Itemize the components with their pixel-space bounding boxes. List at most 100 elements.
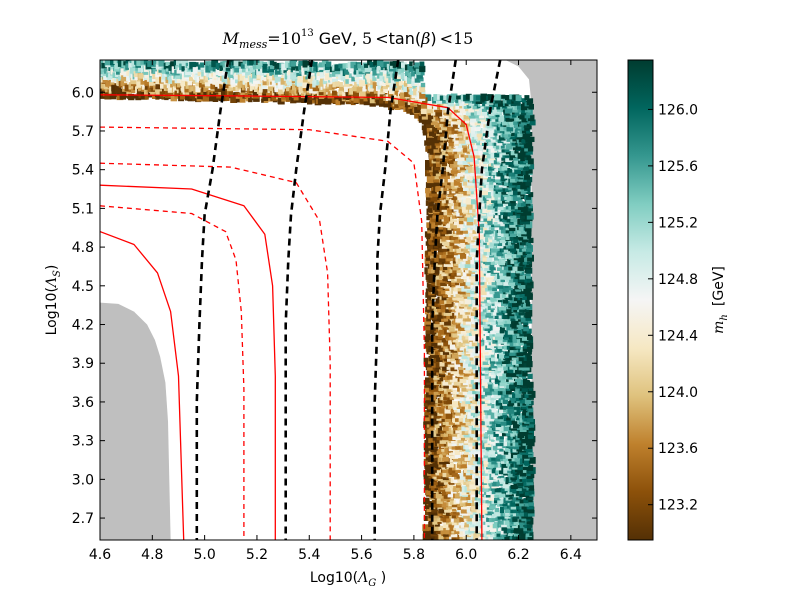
scatter-point — [439, 328, 447, 335]
scatter-point — [483, 335, 488, 340]
scatter-point — [473, 158, 479, 165]
scatter-point — [512, 332, 520, 340]
scatter-point — [423, 357, 431, 365]
scatter-point — [492, 286, 497, 292]
scatter-point — [110, 80, 115, 85]
scatter-point — [473, 485, 480, 492]
scatter-point — [488, 161, 493, 167]
scatter-point — [431, 501, 439, 508]
scatter-point — [444, 140, 449, 146]
scatter-point — [485, 497, 492, 504]
scatter-point — [465, 410, 470, 415]
scatter-point — [433, 146, 440, 153]
scatter-point — [444, 386, 449, 392]
scatter-point — [460, 176, 467, 182]
scatter-point — [487, 409, 493, 416]
scatter-point — [456, 210, 463, 217]
scatter-point — [430, 328, 437, 335]
scatter-point — [465, 121, 472, 127]
scatter-point — [468, 403, 474, 409]
scatter-point — [423, 458, 430, 465]
scatter-point — [452, 259, 457, 264]
scatter-point — [458, 182, 463, 188]
scatter-point — [494, 324, 501, 331]
scatter-point — [522, 477, 527, 482]
scatter-point — [472, 441, 477, 446]
scatter-point — [524, 160, 531, 167]
scatter-point — [500, 162, 505, 167]
scatter-point — [523, 458, 531, 466]
scatter-point — [192, 67, 200, 74]
scatter-point — [510, 149, 517, 156]
scatter-point — [163, 82, 170, 89]
scatter-point — [501, 142, 508, 149]
scatter-point — [483, 216, 489, 222]
scatter-point — [442, 352, 448, 359]
scatter-point — [517, 188, 524, 195]
scatter-point — [452, 242, 459, 249]
scatter-point — [515, 501, 520, 507]
scatter-point — [473, 279, 479, 285]
scatter-point — [487, 94, 494, 101]
scatter-point — [428, 248, 435, 256]
scatter-point — [425, 331, 431, 337]
scatter-point — [461, 500, 467, 507]
scatter-point — [474, 257, 481, 264]
scatter-point — [500, 173, 508, 181]
scatter-point — [503, 450, 509, 455]
scatter-point — [452, 464, 458, 471]
scatter-point — [483, 248, 491, 256]
scatter-point — [485, 388, 492, 396]
scatter-point — [212, 96, 219, 102]
scatter-point — [474, 165, 479, 171]
scatter-point — [525, 197, 533, 204]
scatter-point — [495, 176, 502, 183]
scatter-point — [522, 346, 529, 352]
scatter-point — [499, 303, 506, 311]
scatter-point — [460, 228, 466, 234]
scatter-point — [424, 410, 430, 416]
scatter-point — [180, 80, 187, 87]
scatter-point — [474, 474, 479, 480]
scatter-point — [436, 379, 442, 385]
scatter-point — [104, 60, 112, 66]
scatter-point — [179, 92, 187, 100]
scatter-point — [424, 382, 431, 388]
scatter-point — [476, 518, 483, 526]
scatter-point — [448, 403, 454, 409]
scatter-point — [440, 401, 446, 407]
scatter-point — [450, 93, 458, 100]
scatter-point — [518, 282, 526, 289]
scatter-point — [436, 306, 444, 313]
scatter-point — [444, 318, 451, 326]
scatter-point — [483, 322, 490, 329]
scatter-point — [460, 279, 467, 287]
scatter-point — [446, 374, 453, 380]
scatter-point — [494, 461, 501, 468]
scatter-point — [435, 491, 443, 499]
scatter-point — [502, 291, 509, 298]
scatter-point — [434, 534, 441, 540]
scatter-point — [461, 349, 466, 354]
scatter-point — [110, 68, 117, 75]
scatter-point — [423, 400, 430, 407]
scatter-point — [520, 201, 526, 207]
scatter-point — [504, 334, 510, 341]
scatter-point — [445, 412, 453, 419]
scatter-point — [475, 191, 481, 197]
scatter-point — [521, 142, 527, 149]
scatter-point — [502, 371, 509, 377]
scatter-point — [459, 222, 466, 228]
scatter-point — [516, 383, 522, 389]
scatter-point — [230, 96, 238, 103]
scatter-point — [492, 166, 498, 173]
scatter-point — [443, 188, 450, 195]
scatter-point — [486, 255, 494, 262]
scatter-point — [456, 228, 463, 235]
scatter-point — [466, 479, 472, 485]
scatter-point — [521, 334, 529, 341]
scatter-point — [516, 326, 521, 330]
scatter-point — [514, 319, 520, 325]
scatter-point — [485, 276, 491, 282]
scatter-point — [441, 316, 447, 322]
